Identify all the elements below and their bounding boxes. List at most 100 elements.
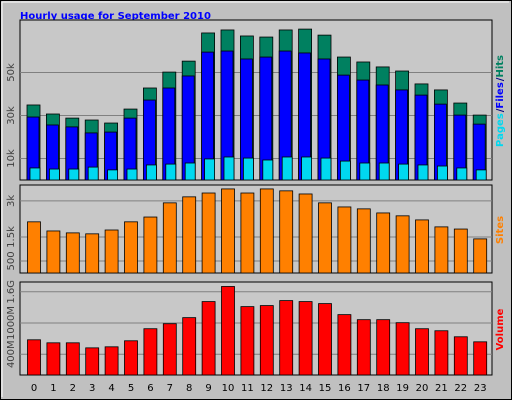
bar [87,166,99,181]
bar [359,162,371,181]
bar [398,163,410,181]
bar [456,167,468,181]
x-tick-label: 9 [205,383,211,394]
x-tick-label: 5 [128,383,134,394]
bar [85,233,100,274]
bar [104,229,119,274]
bar [29,167,41,181]
bar [49,168,60,181]
bar [124,340,138,376]
bar [162,202,177,274]
x-tick-label: 17 [357,383,370,394]
bar [395,322,410,376]
chart-title: Hourly usage for September 2010 [20,11,211,22]
bar [320,157,332,181]
x-tick-label: 7 [167,383,173,394]
bar [417,164,429,181]
legend: Pages/Files/Hits [495,55,506,147]
bar [415,219,429,274]
bar [68,168,80,181]
legend-entry: Sites [495,216,506,244]
bar [436,165,448,181]
bar [104,346,119,376]
x-tick-label: 21 [435,383,448,394]
x-tick-label: 8 [186,383,192,394]
bar [453,228,468,274]
bar [318,303,332,376]
x-tick-label: 0 [31,383,37,394]
bar [223,156,235,181]
bar [473,238,488,274]
x-tick-label: 15 [319,383,332,394]
y-tick-label: 1000M [6,306,17,340]
plot-area [19,19,493,181]
bar [298,193,313,274]
x-tick-label: 13 [280,383,293,394]
bar [259,188,274,274]
x-tick-label: 12 [260,383,273,394]
bar [242,157,254,181]
legend-separator: / [495,77,506,81]
y-tick-label: 400M [6,340,17,368]
legend: Sites [495,216,506,244]
bar [165,163,177,181]
bar [356,319,371,376]
bar [434,226,449,274]
y-tick-label: 30k [6,106,17,125]
bar [65,342,80,376]
bar [221,188,235,274]
bar [107,169,118,181]
bar [221,286,235,376]
bar [376,319,391,376]
bar [337,314,352,376]
bar [126,168,138,181]
x-tick-label: 20 [416,383,429,394]
bar [201,192,216,274]
bar [473,341,488,376]
bar [201,301,216,376]
bar [337,206,352,274]
bar [65,232,80,274]
y-tick-label: 50k [6,63,17,82]
legend-separator: / [495,108,506,112]
bar [145,164,157,181]
x-tick-label: 3 [89,383,95,394]
bar [182,196,197,274]
bar [240,192,255,274]
bar [262,159,274,181]
bar [204,158,216,181]
bar [475,169,487,181]
legend-entry: Hits [495,55,506,78]
bar [240,306,255,376]
legend-entry: Files [495,82,506,108]
bar [46,230,61,274]
y-tick-label: 1.6G [6,280,17,304]
x-tick-label: 14 [299,383,312,394]
bar [378,162,390,181]
bar [46,342,61,376]
x-tick-label: 23 [474,383,487,394]
x-tick-label: 1 [50,383,56,394]
legend: Volume [495,308,506,350]
bar [182,317,197,376]
bar [415,328,429,376]
x-tick-label: 11 [241,383,254,394]
bar [376,212,391,274]
bar [259,305,274,376]
bar [298,301,313,376]
x-tick-label: 4 [108,383,114,394]
x-tick-label: 10 [222,383,235,394]
bar [279,190,294,274]
bar [301,156,313,181]
y-tick-label: 500 [6,251,17,270]
bar [318,202,332,274]
y-tick-label: 1.5k [6,226,17,248]
x-tick-label: 16 [338,383,351,394]
y-tick-label: 3k [6,195,17,207]
bar [124,221,138,274]
x-tick-label: 19 [396,383,409,394]
bar [143,216,158,274]
x-tick-label: 18 [377,383,390,394]
bar [85,347,100,376]
